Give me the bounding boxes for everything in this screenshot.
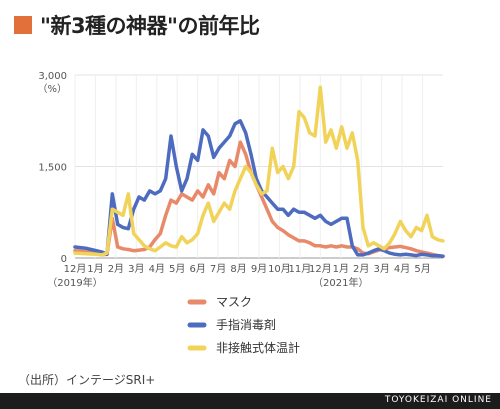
x-tick-label: 3月 [128, 263, 144, 275]
source-note: （出所）インテージSRI+ [18, 373, 156, 387]
x-tick-label: 11月 [289, 263, 312, 275]
x-tick-label: 4月 [394, 263, 410, 275]
y-axis: 0 1,500 3,000（%） [37, 71, 67, 265]
y-tick-label: 3,000 [38, 71, 67, 82]
title-marker [14, 16, 32, 34]
chart-title: "新3種の神器"の前年比 [40, 14, 260, 38]
legend-label: 手指消毒剤 [216, 317, 276, 332]
x-tick-label: 6月 [189, 263, 205, 275]
x-tick-label: 2月 [353, 263, 369, 275]
legend-label: 非接触式体温計 [216, 340, 300, 355]
x-tick-label: 12月 [309, 263, 332, 275]
x-tick-label: 9月 [251, 263, 267, 275]
x-tick-label: 8月 [230, 263, 246, 275]
x-tick-label: 7月 [210, 263, 226, 275]
y-tick-label: 0 [61, 254, 67, 265]
x-tick-label: 2月 [108, 263, 124, 275]
chart-grid [74, 74, 443, 259]
y-tick-label: 1,500 [38, 163, 67, 174]
y-axis-unit: （%） [37, 83, 67, 95]
x-tick-label: 12月 [64, 263, 87, 275]
x-tick-label: 10月 [268, 263, 291, 275]
year-label: （2019年） [47, 276, 102, 289]
x-tick-label: 5月 [414, 263, 430, 275]
footer-brand: TOYOKEIZAI ONLINE [384, 395, 492, 405]
x-tick-label: 3月 [373, 263, 389, 275]
x-tick-label: 5月 [169, 263, 185, 275]
footer-bar: TOYOKEIZAI ONLINE [0, 393, 500, 409]
x-tick-label: 1月 [87, 263, 103, 275]
legend-label: マスク [216, 295, 252, 309]
x-tick-label: 4月 [149, 263, 165, 275]
series-line [73, 85, 445, 257]
x-tick-label: 1月 [333, 263, 349, 275]
chart-series [73, 85, 445, 258]
year-label: （2021年） [313, 276, 368, 289]
series-line [73, 119, 445, 258]
title-row: "新3種の神器"の前年比 [14, 10, 260, 40]
